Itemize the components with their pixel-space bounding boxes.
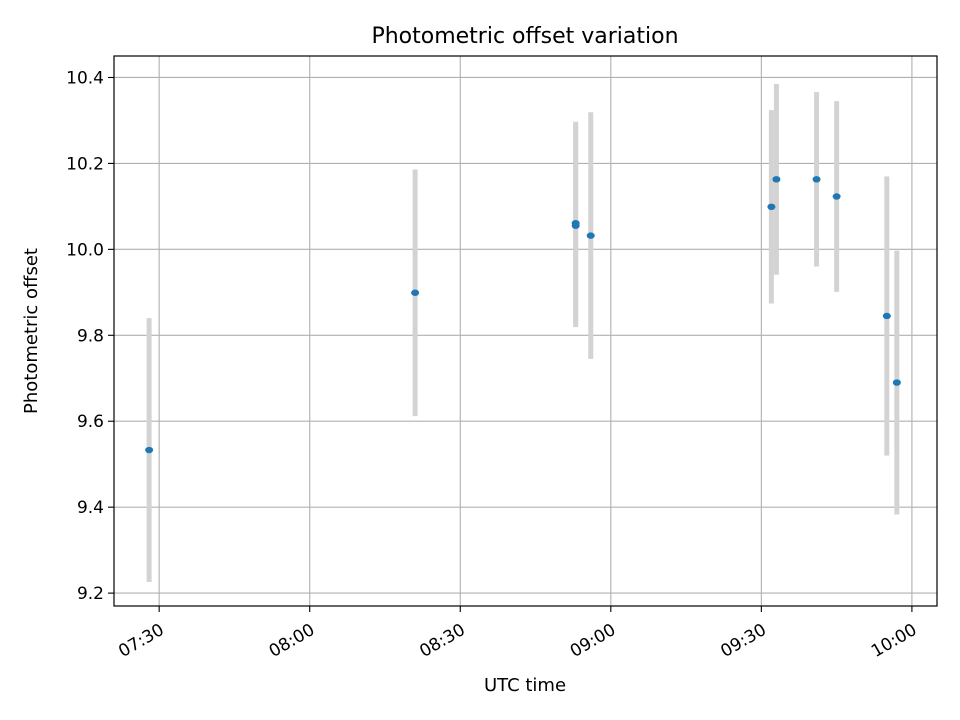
plot-frame — [113, 55, 938, 607]
x-axis-title: UTC time — [484, 675, 566, 696]
data-point — [145, 446, 154, 454]
data-point — [772, 176, 781, 183]
y-axis: 9.2 9.4 9.6 9.8 10.0 10.2 10.4 — [66, 68, 114, 604]
data-point — [812, 176, 821, 183]
y-tick-label: 9.8 — [77, 326, 104, 346]
y-tick-label: 10.4 — [66, 68, 104, 88]
data-point — [767, 203, 776, 211]
grid-layer — [114, 56, 937, 606]
y-tick-label: 10.0 — [66, 240, 104, 260]
data-point — [892, 379, 901, 386]
data-point — [882, 312, 891, 320]
y-tick-label: 9.2 — [77, 584, 104, 604]
data-point — [571, 219, 580, 227]
chart-title: Photometric offset variation — [371, 24, 678, 49]
y-tick-label: 9.6 — [77, 412, 104, 432]
y-axis-title: Photometric offset — [21, 248, 42, 414]
data-point — [832, 193, 841, 200]
data-point — [411, 289, 420, 296]
y-tick-label: 10.2 — [66, 154, 104, 174]
y-tick-label: 9.4 — [77, 498, 104, 518]
data-point — [586, 232, 595, 239]
marker-layer — [145, 176, 901, 454]
